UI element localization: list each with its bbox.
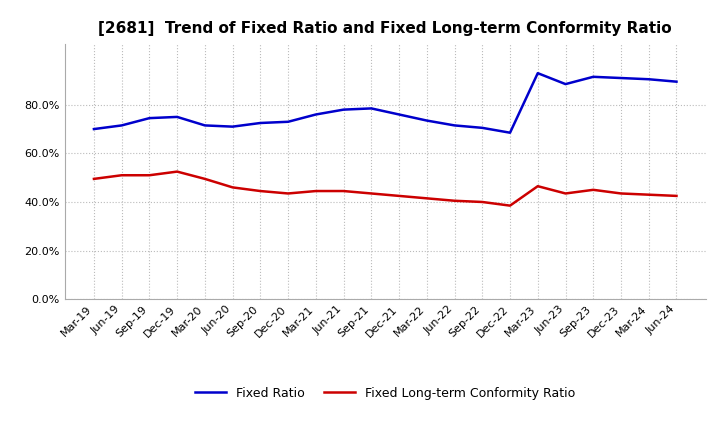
Fixed Long-term Conformity Ratio <box>339 188 348 194</box>
Fixed Ratio <box>367 106 376 111</box>
Fixed Ratio <box>423 118 431 123</box>
Fixed Ratio <box>395 112 403 117</box>
Fixed Long-term Conformity Ratio <box>395 193 403 198</box>
Title: [2681]  Trend of Fixed Ratio and Fixed Long-term Conformity Ratio: [2681] Trend of Fixed Ratio and Fixed Lo… <box>99 21 672 36</box>
Fixed Ratio <box>145 115 154 121</box>
Fixed Long-term Conformity Ratio <box>616 191 625 196</box>
Fixed Long-term Conformity Ratio <box>173 169 181 174</box>
Fixed Long-term Conformity Ratio <box>312 188 320 194</box>
Fixed Long-term Conformity Ratio <box>201 176 210 182</box>
Fixed Long-term Conformity Ratio <box>450 198 459 203</box>
Fixed Long-term Conformity Ratio <box>561 191 570 196</box>
Fixed Long-term Conformity Ratio <box>534 183 542 189</box>
Fixed Ratio <box>228 124 237 129</box>
Fixed Ratio <box>589 74 598 80</box>
Fixed Ratio <box>534 70 542 76</box>
Line: Fixed Long-term Conformity Ratio: Fixed Long-term Conformity Ratio <box>94 172 677 205</box>
Fixed Long-term Conformity Ratio <box>89 176 98 182</box>
Legend: Fixed Ratio, Fixed Long-term Conformity Ratio: Fixed Ratio, Fixed Long-term Conformity … <box>190 382 580 405</box>
Fixed Ratio <box>505 130 514 136</box>
Fixed Ratio <box>450 123 459 128</box>
Fixed Long-term Conformity Ratio <box>256 188 265 194</box>
Fixed Long-term Conformity Ratio <box>145 172 154 178</box>
Fixed Ratio <box>256 121 265 126</box>
Fixed Ratio <box>561 81 570 87</box>
Fixed Long-term Conformity Ratio <box>228 185 237 190</box>
Fixed Ratio <box>339 107 348 112</box>
Fixed Ratio <box>644 77 653 82</box>
Fixed Ratio <box>284 119 292 125</box>
Fixed Long-term Conformity Ratio <box>478 199 487 205</box>
Fixed Ratio <box>478 125 487 131</box>
Fixed Long-term Conformity Ratio <box>423 196 431 201</box>
Fixed Long-term Conformity Ratio <box>644 192 653 197</box>
Fixed Long-term Conformity Ratio <box>589 187 598 192</box>
Line: Fixed Ratio: Fixed Ratio <box>94 73 677 133</box>
Fixed Long-term Conformity Ratio <box>672 193 681 198</box>
Fixed Ratio <box>312 112 320 117</box>
Fixed Long-term Conformity Ratio <box>367 191 376 196</box>
Fixed Ratio <box>173 114 181 120</box>
Fixed Ratio <box>89 126 98 132</box>
Fixed Long-term Conformity Ratio <box>505 203 514 208</box>
Fixed Long-term Conformity Ratio <box>117 172 126 178</box>
Fixed Ratio <box>117 123 126 128</box>
Fixed Long-term Conformity Ratio <box>284 191 292 196</box>
Fixed Ratio <box>201 123 210 128</box>
Fixed Ratio <box>616 75 625 81</box>
Fixed Ratio <box>672 79 681 84</box>
